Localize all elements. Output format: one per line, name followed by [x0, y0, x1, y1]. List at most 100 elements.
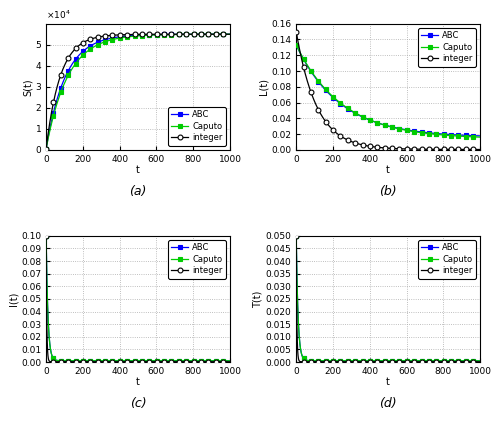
Caputo — [143, 358, 149, 363]
ABC — [130, 33, 136, 38]
Line: integer: integer — [44, 32, 232, 151]
ABC — [444, 132, 450, 137]
Caputo — [402, 128, 408, 133]
Caputo — [222, 32, 228, 37]
Caputo — [380, 122, 386, 128]
Caputo — [130, 34, 136, 39]
integer — [472, 147, 478, 152]
Caputo — [403, 358, 409, 363]
integer — [70, 359, 76, 364]
integer — [380, 145, 386, 150]
ABC — [223, 358, 229, 363]
Legend: ABC, Caputo, integer: ABC, Caputo, integer — [418, 240, 476, 279]
integer — [142, 32, 148, 37]
ABC — [393, 358, 399, 363]
Caputo — [381, 358, 387, 363]
Text: (c): (c) — [130, 397, 146, 411]
Caputo — [444, 358, 450, 363]
Line: ABC: ABC — [294, 42, 482, 138]
integer — [477, 147, 483, 152]
ABC — [381, 358, 387, 363]
Line: ABC: ABC — [44, 32, 232, 151]
Text: $\times 10^4$: $\times 10^4$ — [46, 9, 71, 21]
ABC — [403, 358, 409, 363]
Caputo — [293, 233, 299, 238]
ABC — [293, 233, 299, 238]
Caputo — [142, 33, 148, 38]
integer — [132, 32, 138, 37]
integer — [381, 359, 387, 364]
ABC — [380, 122, 386, 127]
Caputo — [392, 125, 398, 130]
ABC — [227, 32, 233, 37]
Line: Caputo: Caputo — [44, 233, 232, 363]
Legend: ABC, Caputo, integer: ABC, Caputo, integer — [168, 107, 226, 146]
Caputo — [370, 358, 376, 363]
integer — [222, 32, 228, 37]
integer — [130, 32, 136, 37]
ABC — [120, 358, 126, 363]
X-axis label: t: t — [136, 165, 140, 175]
ABC — [370, 358, 376, 363]
Text: (a): (a) — [130, 185, 147, 198]
integer — [194, 32, 200, 37]
integer — [382, 359, 388, 364]
Caputo — [382, 122, 388, 128]
integer — [477, 359, 483, 364]
integer — [132, 359, 138, 364]
Y-axis label: S(t): S(t) — [22, 78, 32, 96]
Caputo — [472, 134, 478, 139]
ABC — [143, 358, 149, 363]
ABC — [382, 122, 388, 128]
ABC — [293, 42, 299, 48]
Line: Caputo: Caputo — [44, 32, 232, 151]
ABC — [227, 358, 233, 363]
Line: ABC: ABC — [44, 233, 232, 363]
integer — [227, 32, 233, 37]
Caputo — [120, 358, 126, 363]
Text: (d): (d) — [380, 397, 397, 411]
Caputo — [43, 146, 49, 151]
Caputo — [132, 358, 138, 363]
Caputo — [444, 133, 450, 138]
ABC — [473, 358, 479, 363]
Caputo — [393, 358, 399, 363]
Caputo — [132, 34, 138, 39]
integer — [43, 146, 49, 151]
integer — [403, 359, 409, 364]
ABC — [477, 133, 483, 139]
integer — [293, 233, 299, 238]
integer — [131, 359, 137, 364]
ABC — [222, 32, 228, 37]
Legend: ABC, Caputo, integer: ABC, Caputo, integer — [168, 240, 226, 279]
integer — [43, 233, 49, 238]
ABC — [194, 358, 200, 363]
ABC — [132, 33, 138, 38]
X-axis label: t: t — [386, 377, 390, 387]
integer — [320, 359, 326, 364]
Y-axis label: T(t): T(t) — [252, 290, 262, 308]
ABC — [142, 32, 148, 37]
Line: integer: integer — [294, 233, 482, 364]
ABC — [43, 146, 49, 151]
ABC — [153, 358, 159, 363]
Text: (b): (b) — [380, 185, 397, 198]
X-axis label: t: t — [386, 165, 390, 175]
X-axis label: t: t — [136, 377, 140, 387]
integer — [473, 359, 479, 364]
Line: Caputo: Caputo — [294, 233, 482, 363]
ABC — [402, 127, 408, 132]
ABC — [382, 358, 388, 363]
integer — [152, 32, 158, 37]
Legend: ABC, Caputo, integer: ABC, Caputo, integer — [418, 28, 476, 67]
ABC — [392, 125, 398, 130]
ABC — [131, 358, 137, 363]
Y-axis label: I(t): I(t) — [8, 292, 18, 306]
integer — [382, 145, 388, 150]
Y-axis label: L(t): L(t) — [258, 78, 268, 95]
integer — [223, 359, 229, 364]
ABC — [132, 358, 138, 363]
Caputo — [194, 32, 200, 37]
integer — [194, 359, 200, 364]
Caputo — [477, 358, 483, 363]
